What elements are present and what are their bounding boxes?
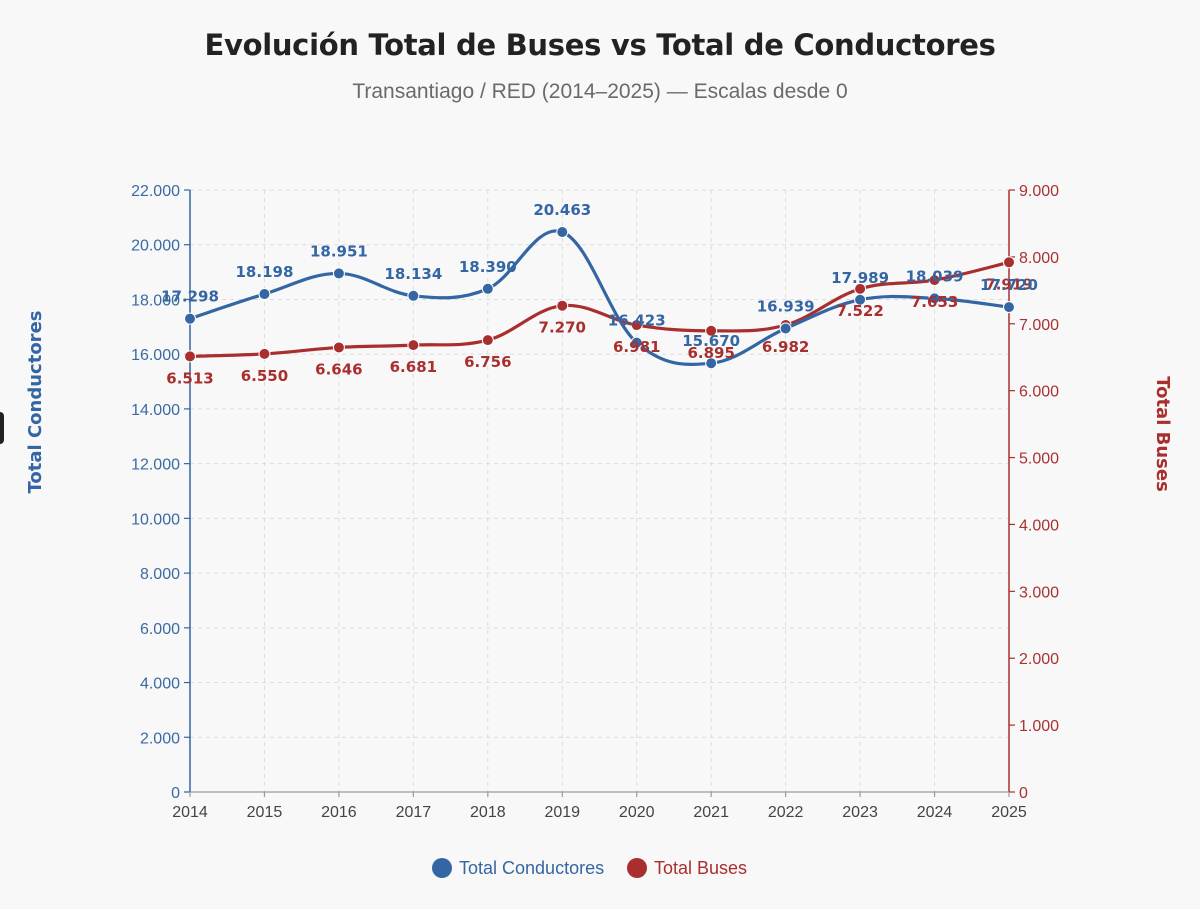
data-label-buses: 6.513	[166, 369, 213, 387]
right-tick-label: 8.000	[1019, 250, 1059, 267]
left-tick-label: 20.000	[131, 238, 180, 255]
left-tick-label: 4.000	[140, 676, 180, 693]
data-labels: 6.513 6.550 6.646 6.681 6.756 7.270 6.981 6.895…	[161, 201, 1038, 387]
data-point-conductores	[630, 336, 643, 349]
legend: Total Conductores Total Buses	[432, 858, 747, 878]
data-label-buses: 7.522	[836, 302, 883, 320]
legend-marker	[432, 858, 452, 878]
data-point-conductores	[556, 226, 569, 239]
left-tick-label: 12.000	[131, 457, 180, 474]
data-label-buses: 6.756	[464, 353, 511, 371]
left-tick-label: 10.000	[131, 511, 180, 528]
left-tick-label: 14.000	[131, 402, 180, 419]
x-tick-label: 2023	[842, 804, 878, 821]
data-point-conductores	[258, 288, 271, 301]
left-tick-label: 16.000	[131, 347, 180, 364]
data-point-conductores	[854, 293, 867, 306]
data-point-conductores	[332, 267, 345, 280]
legend-marker	[627, 858, 647, 878]
edge-tab-handle	[0, 412, 4, 444]
data-label-buses: 6.895	[687, 344, 734, 362]
data-label-conductores: 17.989	[831, 269, 889, 287]
data-point-conductores	[779, 322, 792, 335]
left-tick-label: 22.000	[131, 183, 180, 200]
data-label-conductores: 18.951	[310, 242, 368, 260]
data-point-conductores	[481, 282, 494, 295]
x-tick-label: 2022	[768, 804, 804, 821]
series-layer	[184, 226, 1015, 370]
data-label-conductores: 16.939	[757, 297, 815, 315]
x-tick-label: 2019	[544, 804, 580, 821]
data-label-conductores: 17.720	[980, 276, 1038, 294]
data-label-buses: 6.681	[390, 358, 437, 376]
x-tick-label: 2017	[396, 804, 432, 821]
right-tick-label: 3.000	[1019, 584, 1059, 601]
data-label-conductores: 16.423	[608, 312, 666, 330]
data-point-conductores	[928, 292, 941, 305]
data-point-buses	[556, 299, 569, 312]
data-label-conductores: 15.670	[682, 332, 740, 350]
left-tick-label: 18.000	[131, 292, 180, 309]
left-tick-label: 8.000	[140, 566, 180, 583]
data-label-conductores: 18.039	[906, 267, 964, 285]
data-label-buses: 6.646	[315, 360, 362, 378]
data-label-conductores: 18.198	[236, 263, 294, 281]
left-tick-label: 6.000	[140, 621, 180, 638]
x-tick-label: 2024	[917, 804, 953, 821]
grid-lines	[190, 189, 1010, 792]
right-tick-label: 4.000	[1019, 517, 1059, 534]
x-tick-label: 2014	[172, 804, 208, 821]
right-tick-label: 2.000	[1019, 651, 1059, 668]
left-tick-label: 0	[171, 785, 180, 802]
data-label-buses: 6.981	[613, 338, 660, 356]
x-tick-label: 2020	[619, 804, 655, 821]
data-point-buses	[258, 347, 271, 360]
x-tick-label: 2021	[693, 804, 729, 821]
data-point-conductores	[407, 289, 420, 302]
legend-label: Total Buses	[654, 858, 747, 878]
x-tick-label: 2015	[247, 804, 283, 821]
chart-title: Evolución Total de Buses vs Total de Con…	[204, 28, 996, 62]
x-tick-label: 2016	[321, 804, 357, 821]
right-tick-label: 6.000	[1019, 384, 1059, 401]
data-point-buses	[705, 324, 718, 337]
data-point-buses	[1003, 256, 1015, 269]
data-point-buses	[928, 274, 941, 287]
data-label-conductores: 18.390	[459, 258, 517, 276]
data-point-conductores	[1003, 301, 1015, 314]
x-tick-label: 2025	[991, 804, 1027, 821]
data-point-buses	[481, 334, 494, 347]
data-point-conductores	[705, 357, 718, 370]
right-tick-label: 5.000	[1019, 451, 1059, 468]
right-tick-label: 1.000	[1019, 718, 1059, 735]
data-point-buses	[184, 350, 196, 363]
data-label-conductores: 18.134	[384, 265, 442, 283]
left-axis-title: Total Conductores	[25, 311, 46, 494]
legend-label: Total Conductores	[459, 858, 604, 878]
right-axis-title: Total Buses	[1152, 376, 1173, 492]
data-point-buses	[630, 319, 643, 332]
left-tick-label: 2.000	[140, 730, 180, 747]
data-label-buses: 7.653	[911, 293, 958, 311]
data-label-conductores: 20.463	[533, 201, 591, 219]
data-label-buses: 7.919	[985, 275, 1032, 293]
right-tick-label: 9.000	[1019, 183, 1059, 200]
right-tick-label: 0	[1019, 785, 1028, 802]
data-label-conductores: 17.298	[161, 288, 219, 306]
data-label-buses: 6.550	[241, 367, 288, 385]
data-point-buses	[332, 341, 345, 354]
data-label-buses: 6.982	[762, 338, 809, 356]
data-point-buses	[407, 339, 420, 352]
data-point-conductores	[184, 312, 196, 325]
chart-subtitle: Transantiago / RED (2014–2025) — Escalas…	[352, 80, 848, 103]
x-tick-label: 2018	[470, 804, 506, 821]
axes: 0 2.000 4.000 6.000 8.000 10.000 12.000 14.000 1…	[25, 183, 1173, 821]
right-tick-label: 7.000	[1019, 317, 1059, 334]
data-label-buses: 7.270	[539, 319, 586, 337]
